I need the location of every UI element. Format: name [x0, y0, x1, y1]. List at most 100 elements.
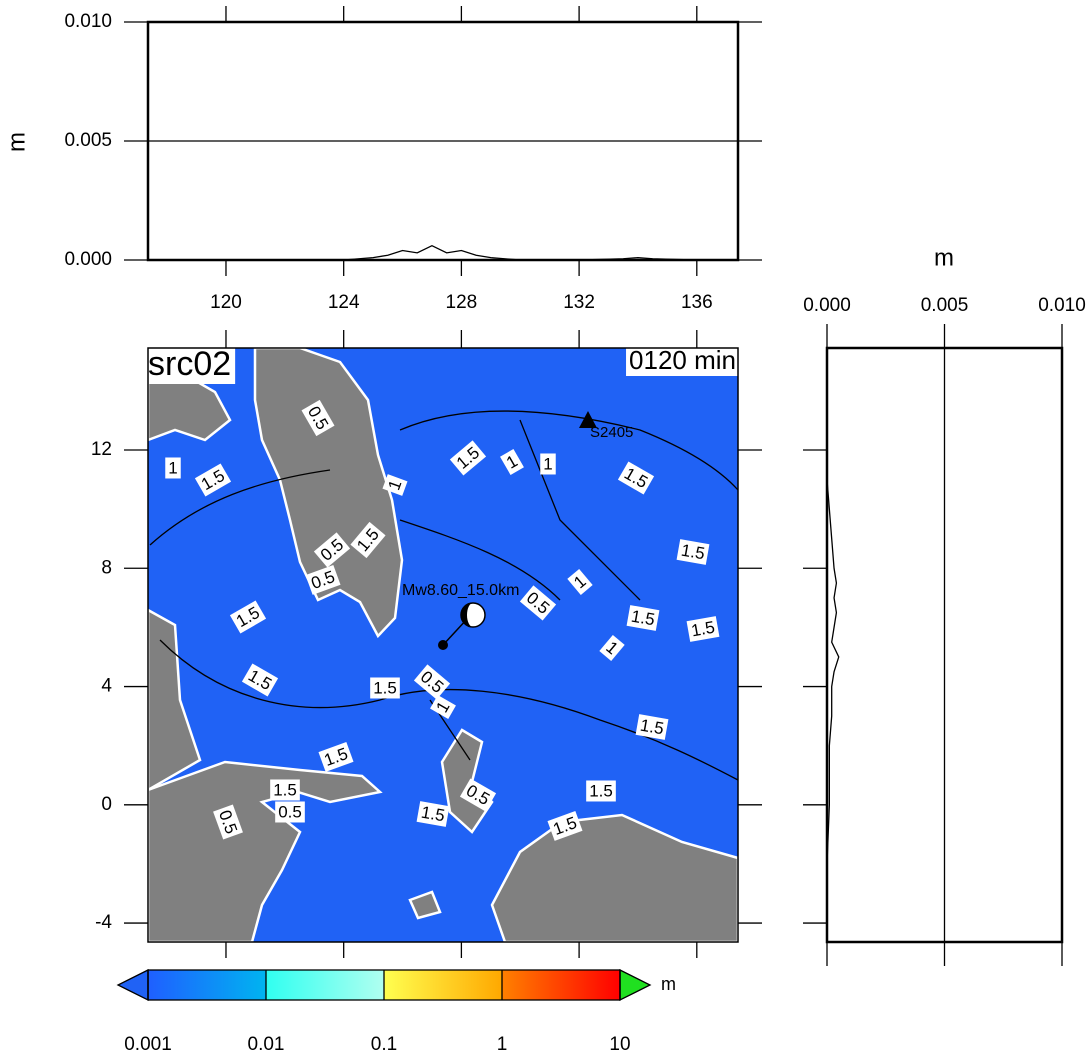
contour-label-text: 1.5 [273, 780, 297, 799]
colorbar-tick-label: 0.01 [248, 1034, 285, 1055]
label-box [617, 461, 655, 495]
contour-label: 1 [500, 449, 524, 475]
label-box [305, 565, 341, 595]
y-tick-label: 0 [101, 794, 112, 815]
plot-frame [146, 20, 740, 262]
label-box [567, 568, 593, 596]
epicenter [438, 640, 448, 650]
y-tick-label: -4 [95, 912, 112, 933]
label-box [270, 779, 300, 801]
label-box [626, 605, 660, 631]
contours [149, 410, 739, 781]
label-box [430, 695, 456, 719]
label-box [313, 532, 351, 568]
label-box [413, 664, 451, 700]
label-box [635, 714, 669, 740]
contour-label-text: 1.5 [589, 781, 613, 800]
contour-label-text: 0.5 [278, 802, 302, 821]
x-tick-label: 120 [210, 292, 242, 313]
contour-label: 1 [599, 634, 625, 662]
label-box [165, 457, 181, 479]
label-box [194, 463, 232, 497]
under-triangle [116, 968, 149, 1002]
label-box [449, 440, 487, 476]
y-tick-label: 0.010 [64, 11, 112, 32]
plot-frame [825, 346, 1064, 944]
label-box [318, 742, 354, 772]
label-box [500, 449, 524, 475]
x-axis-label: m [934, 244, 954, 271]
contour-label-text: 1.5 [680, 541, 707, 564]
contour-label: 1.5 [635, 714, 669, 740]
label-box [301, 399, 335, 437]
contour-label-text: 1.5 [639, 716, 666, 739]
over-triangle [619, 968, 652, 1002]
label-box [241, 663, 279, 697]
y-tick-label: 0.005 [64, 130, 112, 151]
y-axis-label: m [3, 132, 30, 152]
profile-line [149, 244, 736, 261]
label-box [350, 521, 386, 559]
y-tick-label: 12 [91, 439, 112, 460]
colorbar-segment [148, 970, 266, 1000]
colorbar-unit: m [661, 974, 676, 994]
contour-label: 1 [382, 474, 408, 496]
label-box [370, 677, 400, 699]
contour-label: 1.5 [370, 677, 400, 699]
label-box [599, 634, 625, 662]
title-box [146, 348, 236, 384]
contour-label-text: 1.5 [420, 803, 447, 826]
land-mass [253, 346, 404, 639]
subtitle-box [626, 348, 739, 376]
label-box [686, 616, 720, 642]
source-label: Mw8.60_15.0km [402, 582, 519, 599]
profile-line [826, 349, 840, 941]
x-tick-label: 0.000 [803, 295, 851, 316]
y-tick-label: 0.000 [64, 249, 112, 270]
x-tick-label: 0.010 [1038, 295, 1086, 316]
colorbar-segment [502, 970, 620, 1000]
contour-label: 0.5 [275, 801, 305, 823]
panel-title: src02 [148, 345, 231, 383]
contour-label: 1 [567, 568, 593, 596]
label-box [547, 811, 583, 841]
label-box [229, 600, 267, 634]
contour-label-text: 1.5 [630, 607, 657, 630]
contour-label: 1.5 [586, 780, 616, 802]
panel-subtitle: 0120 min [629, 345, 736, 375]
colorbar-tick-label: 0.1 [371, 1034, 397, 1055]
label-box [586, 780, 616, 802]
contour-label: 1.5 [676, 539, 710, 565]
beachball-fill [461, 603, 473, 627]
contour-label: 0.5 [313, 532, 351, 568]
colorbar-tick-label: 1 [497, 1034, 508, 1055]
label-box [459, 778, 497, 812]
x-tick-label: 132 [563, 292, 595, 313]
map-area [146, 346, 740, 944]
label-box [382, 474, 408, 496]
colorbar-segment [384, 970, 502, 1000]
label-box [676, 539, 710, 565]
label-box [275, 801, 305, 823]
contour-label-text: 1 [543, 454, 552, 473]
map-frame [147, 347, 739, 943]
colorbar-tick-label: 10 [609, 1034, 630, 1055]
label-box [540, 453, 556, 475]
contour-label-text: 1.5 [373, 678, 397, 697]
label-box [519, 585, 557, 621]
x-tick-label: 0.005 [921, 295, 969, 316]
contour-label: 1 [165, 457, 181, 479]
label-box [416, 801, 450, 827]
x-tick-label: 128 [446, 292, 478, 313]
contour-label: 1.5 [626, 605, 660, 631]
contour-label: 1 [540, 453, 556, 475]
y-tick-label: 4 [101, 676, 112, 697]
land-mass [408, 890, 442, 920]
contour-label: 1.5 [686, 616, 720, 642]
contour-label-text: 1.5 [690, 618, 717, 641]
station-label: S2405 [590, 424, 633, 441]
contour-label: 1 [430, 695, 456, 719]
x-tick-label: 136 [681, 292, 713, 313]
